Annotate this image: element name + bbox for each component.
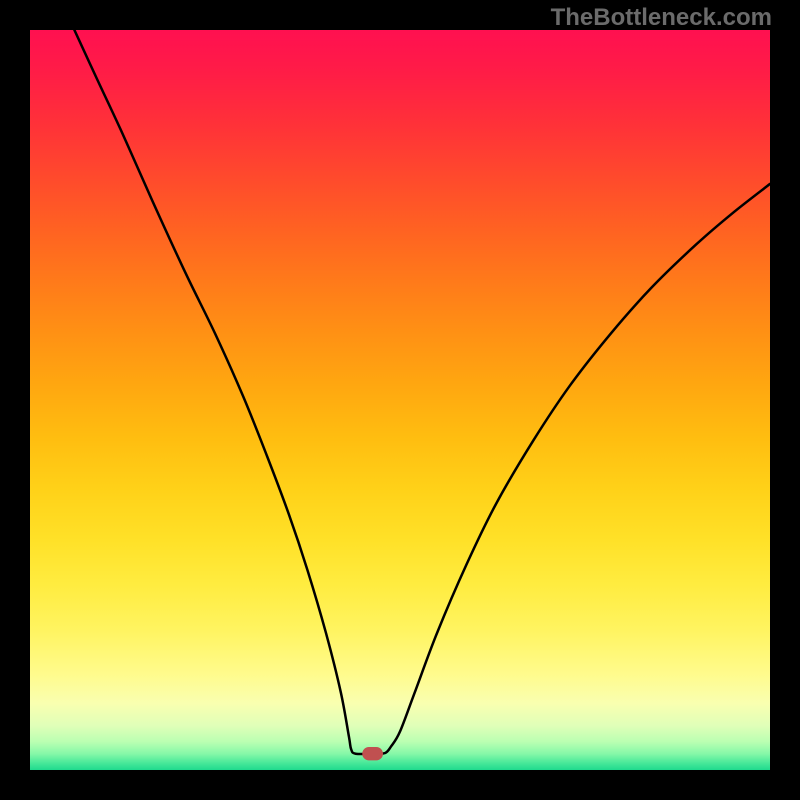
bottleneck-chart [30, 30, 770, 770]
plot-background [30, 30, 770, 770]
chart-frame: TheBottleneck.com [0, 0, 800, 800]
optimum-marker [362, 747, 383, 760]
watermark-text: TheBottleneck.com [551, 4, 772, 32]
